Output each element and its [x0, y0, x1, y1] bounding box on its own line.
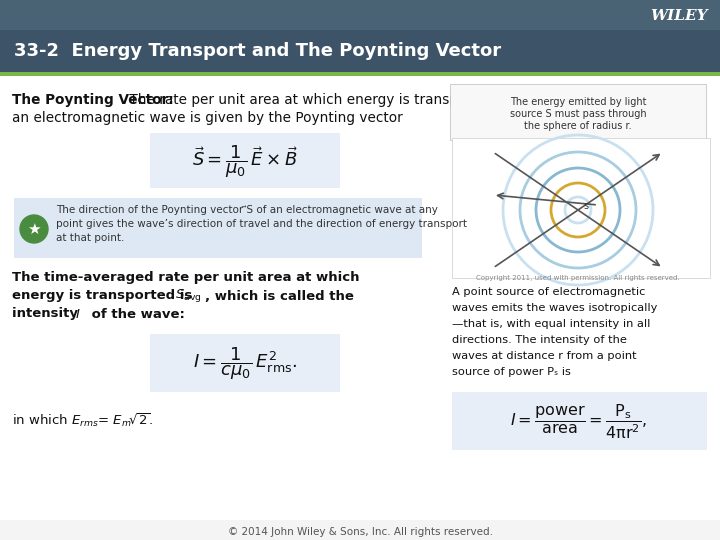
Text: intensity: intensity: [12, 307, 83, 321]
Text: WILEY: WILEY: [650, 9, 708, 23]
Text: $\vec{S} = \dfrac{1}{\mu_0}\,\vec{E} \times \vec{B}$: $\vec{S} = \dfrac{1}{\mu_0}\,\vec{E} \ti…: [192, 144, 298, 180]
Text: energy is transported is: energy is transported is: [12, 289, 197, 302]
Bar: [0, 76, 720, 530]
Text: ★: ★: [27, 221, 41, 237]
Text: directions. The intensity of the: directions. The intensity of the: [452, 335, 627, 345]
Text: 33-2  Energy Transport and The Poynting Vector: 33-2 Energy Transport and The Poynting V…: [14, 42, 501, 60]
FancyBboxPatch shape: [450, 84, 706, 140]
Circle shape: [20, 215, 48, 243]
Text: © 2014 John Wiley & Sons, Inc. All rights reserved.: © 2014 John Wiley & Sons, Inc. All right…: [228, 527, 492, 537]
Text: $I$: $I$: [75, 307, 81, 321]
FancyBboxPatch shape: [452, 392, 707, 450]
Text: the sphere of radius r.: the sphere of radius r.: [524, 121, 632, 131]
Text: A point source of electromagnetic: A point source of electromagnetic: [452, 287, 645, 297]
Text: The direction of the Poynting vector ⃗S of an electromagnetic wave at any: The direction of the Poynting vector ⃗S …: [56, 205, 438, 215]
Text: $I = \dfrac{\rm power}{\rm area} = \dfrac{P_s}{4\pi r^2},$: $I = \dfrac{\rm power}{\rm area} = \dfra…: [510, 403, 647, 441]
Bar: [0, 520, 720, 540]
Text: waves at distance r from a point: waves at distance r from a point: [452, 351, 636, 361]
Bar: [0, 30, 720, 72]
Text: an electromagnetic wave is given by the Poynting vector: an electromagnetic wave is given by the …: [12, 111, 402, 125]
Text: s: s: [583, 201, 588, 211]
Text: $S_{\rm avg}$: $S_{\rm avg}$: [175, 287, 202, 305]
Text: $I = \dfrac{1}{c\mu_0}\,E^2_{\rm rms}.$: $I = \dfrac{1}{c\mu_0}\,E^2_{\rm rms}.$: [193, 346, 297, 382]
Bar: [452, 138, 710, 278]
Bar: [0, 0, 720, 30]
Text: source S must pass through: source S must pass through: [510, 109, 647, 119]
FancyBboxPatch shape: [150, 133, 340, 188]
Text: in which $E_{\it rms}$= $E_{\it m}\!\sqrt{2}$.: in which $E_{\it rms}$= $E_{\it m}\!\sqr…: [12, 411, 153, 429]
FancyBboxPatch shape: [14, 198, 422, 258]
Text: , which is called the: , which is called the: [205, 289, 354, 302]
Text: of the wave:: of the wave:: [87, 307, 185, 321]
Bar: [0, 76, 720, 525]
Text: Copyright 2011, used with permission. All rights reserved.: Copyright 2011, used with permission. Al…: [476, 275, 680, 281]
Text: The energy emitted by light: The energy emitted by light: [510, 97, 647, 107]
Text: source of power Pₛ is: source of power Pₛ is: [452, 367, 571, 377]
Text: —that is, with equal intensity in all: —that is, with equal intensity in all: [452, 319, 650, 329]
Text: point gives the wave’s direction of travel and the direction of energy transport: point gives the wave’s direction of trav…: [56, 219, 467, 229]
Text: The time-averaged rate per unit area at which: The time-averaged rate per unit area at …: [12, 272, 359, 285]
Text: at that point.: at that point.: [56, 233, 125, 243]
Text: The Poynting Vector:: The Poynting Vector:: [12, 93, 174, 107]
FancyBboxPatch shape: [150, 334, 340, 392]
Bar: [0, 72, 720, 76]
Text: waves emits the waves isotropically: waves emits the waves isotropically: [452, 303, 657, 313]
Text: The rate per unit area at which energy is transported via: The rate per unit area at which energy i…: [125, 93, 519, 107]
